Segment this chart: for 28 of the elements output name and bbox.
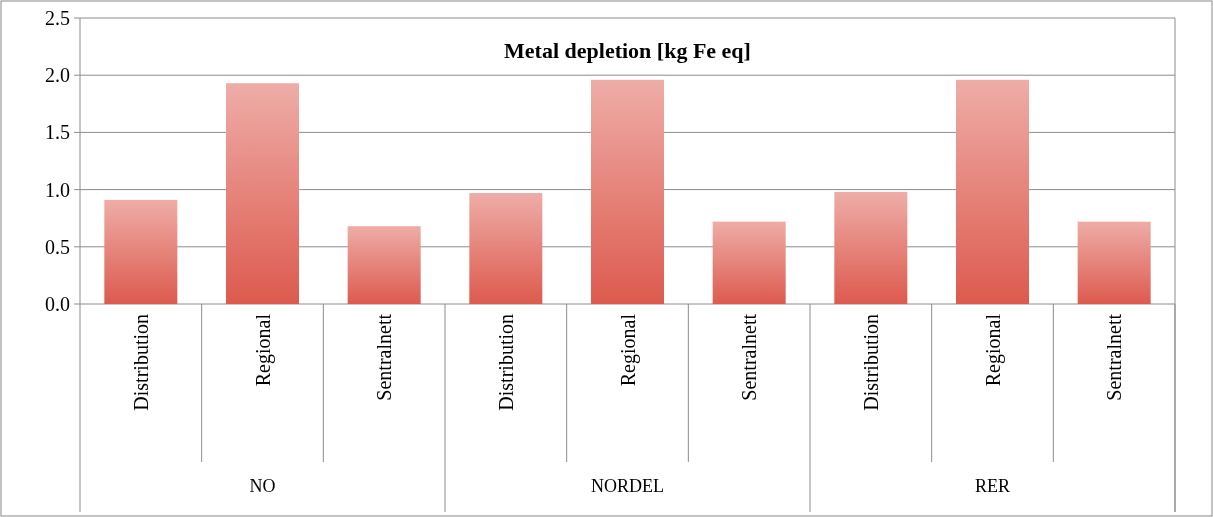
x-tick-label: Distribution	[494, 314, 517, 411]
text: NORDEL	[591, 476, 664, 496]
y-tick-label: 0.5	[45, 235, 70, 258]
bar	[347, 226, 421, 304]
y-tick-label: 1.0	[45, 178, 70, 201]
x-tick-label: Distribution	[859, 314, 882, 411]
x-tick-label: Regional	[251, 313, 275, 387]
bar	[956, 79, 1029, 304]
y-tick-label: 2.5	[45, 7, 70, 29]
bar	[469, 193, 543, 304]
x-tick-label: Regional	[981, 313, 1005, 387]
text: RER	[974, 476, 1011, 496]
y-tick-label: 0.0	[45, 293, 70, 315]
bar	[104, 199, 178, 304]
bar	[712, 221, 786, 304]
y-tick-label: 1.5	[45, 121, 70, 144]
bar	[834, 191, 908, 304]
bar	[1077, 221, 1151, 304]
bar	[591, 79, 664, 304]
x-tick-label: Distribution	[129, 314, 152, 411]
text: NO	[249, 476, 276, 496]
text: Metal depletion [kg Fe eq]	[504, 38, 751, 63]
y-tick-label: 2.0	[45, 64, 70, 87]
x-tick-label: Sentralnett	[373, 313, 396, 401]
x-tick-label: Sentralnett	[738, 313, 761, 401]
x-tick-label: Regional	[616, 313, 640, 387]
x-tick-label: Sentralnett	[1103, 313, 1126, 401]
bar	[226, 83, 299, 304]
